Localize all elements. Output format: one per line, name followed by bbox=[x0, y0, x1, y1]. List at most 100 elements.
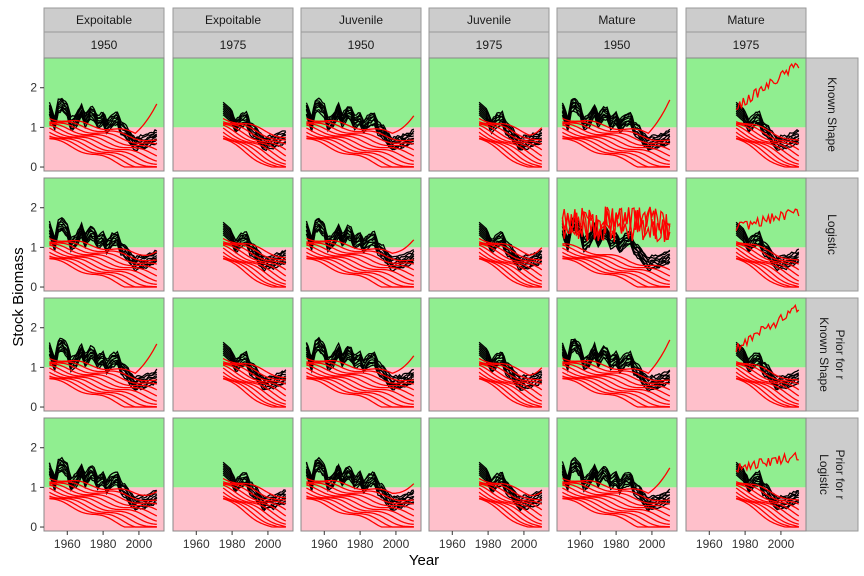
red-series-line bbox=[306, 367, 414, 402]
red-series-line bbox=[562, 361, 670, 382]
x-axis-tick-label: 1960 bbox=[54, 537, 81, 551]
panel-border bbox=[300, 57, 422, 172]
red-series-line bbox=[735, 247, 800, 282]
red-series-line bbox=[222, 243, 287, 271]
facet-strip-label: Mature bbox=[727, 13, 765, 27]
red-series-line bbox=[478, 367, 543, 402]
black-series-line bbox=[478, 114, 543, 151]
x-axis-tick-label: 1980 bbox=[347, 537, 374, 551]
red-series-line bbox=[306, 115, 415, 135]
x-axis-tick-label: 1960 bbox=[567, 537, 594, 551]
panel-border bbox=[172, 57, 294, 172]
red-series-line bbox=[562, 131, 670, 165]
red-series-line bbox=[735, 367, 800, 402]
facet-panel bbox=[300, 297, 422, 412]
red-series-line bbox=[478, 121, 542, 141]
red-series-line bbox=[735, 255, 799, 288]
black-series-line bbox=[222, 341, 287, 380]
red-series-line bbox=[49, 495, 157, 528]
y-axis-tick-label: 0 bbox=[30, 400, 37, 414]
red-series-line bbox=[306, 135, 414, 168]
red-series-line bbox=[736, 362, 800, 385]
facet-strip-label: Expoitable bbox=[205, 13, 261, 27]
black-series-line bbox=[478, 354, 542, 391]
facet-panel bbox=[172, 57, 294, 172]
red-series-line bbox=[735, 241, 799, 261]
red-series-line bbox=[478, 497, 542, 528]
red-series-line bbox=[223, 482, 287, 505]
red-series-line bbox=[49, 491, 157, 525]
red-series-line bbox=[562, 122, 670, 145]
facet-panel bbox=[300, 417, 422, 532]
x-axis-tick-label: 1980 bbox=[219, 537, 246, 551]
panel-border bbox=[172, 417, 294, 532]
x-axis-tick-label: 1980 bbox=[732, 537, 759, 551]
red-series-line bbox=[562, 255, 670, 288]
red-series-line bbox=[49, 251, 157, 285]
red-series-line bbox=[478, 257, 542, 288]
y-axis-tick-label: 1 bbox=[30, 480, 37, 494]
facet-panel bbox=[43, 297, 165, 412]
y-axis-tick-label: 0 bbox=[30, 280, 37, 294]
red-series-line bbox=[478, 357, 543, 376]
red-series-line bbox=[562, 487, 670, 522]
red-series-line bbox=[306, 361, 414, 382]
black-series-line bbox=[735, 461, 799, 499]
red-series-line bbox=[562, 362, 670, 385]
red-series-line bbox=[306, 247, 414, 282]
red-series-line bbox=[562, 363, 671, 391]
red-series-line bbox=[735, 257, 799, 288]
facet-strip-bottom bbox=[300, 31, 422, 59]
red-series-line bbox=[735, 497, 799, 528]
red-series-line bbox=[222, 477, 286, 499]
red-series-line bbox=[478, 137, 542, 168]
red-series-line bbox=[49, 375, 157, 408]
y-axis-tick-label: 1 bbox=[30, 360, 37, 374]
red-series-line bbox=[735, 481, 799, 501]
red-series-line bbox=[735, 495, 799, 528]
red-series-line bbox=[735, 371, 799, 405]
red-series-line bbox=[49, 364, 158, 397]
red-series-line bbox=[735, 378, 799, 408]
red-series-line bbox=[49, 241, 157, 262]
red-series-line bbox=[562, 123, 671, 151]
facet-panel bbox=[428, 297, 550, 412]
red-series-line bbox=[306, 482, 414, 505]
facet-panel bbox=[172, 177, 294, 292]
red-series-line bbox=[478, 371, 542, 405]
red-series-line bbox=[562, 244, 671, 277]
x-axis-title: Year bbox=[409, 552, 439, 569]
red-series-line bbox=[735, 62, 800, 111]
panel-border bbox=[428, 177, 550, 292]
red-series-line bbox=[306, 481, 414, 502]
red-series-line bbox=[222, 491, 286, 525]
black-series-line bbox=[478, 343, 543, 381]
y-axis-tick-label: 1 bbox=[30, 240, 37, 254]
facet-strip-label: 1975 bbox=[733, 38, 760, 52]
red-series-line bbox=[49, 135, 157, 168]
red-series-line bbox=[562, 364, 671, 397]
black-series-line bbox=[735, 343, 800, 382]
red-series-line bbox=[49, 484, 158, 517]
panel-border bbox=[172, 177, 294, 292]
red-series-line bbox=[306, 121, 414, 142]
red-series-line bbox=[562, 99, 671, 135]
red-series-line bbox=[735, 123, 800, 151]
facet-strip-label: Juvenile bbox=[339, 13, 383, 27]
facet-row-strip bbox=[805, 57, 859, 172]
red-series-line bbox=[562, 467, 671, 495]
y-axis-tick-label: 2 bbox=[30, 81, 37, 95]
facet-panel bbox=[556, 57, 678, 172]
red-series-line bbox=[478, 244, 543, 277]
facet-strip-top bbox=[43, 7, 165, 33]
red-series-line bbox=[49, 121, 157, 142]
facet-strip-bottom bbox=[172, 31, 294, 59]
red-series-line bbox=[736, 122, 800, 145]
black-series-line bbox=[561, 338, 671, 378]
red-series-line bbox=[562, 367, 670, 402]
red-series-line bbox=[49, 483, 158, 511]
red-series-line bbox=[479, 362, 543, 385]
facet-strip-label: Juvenile bbox=[467, 13, 511, 27]
red-series-line bbox=[562, 251, 670, 285]
black-series-line bbox=[222, 474, 287, 512]
